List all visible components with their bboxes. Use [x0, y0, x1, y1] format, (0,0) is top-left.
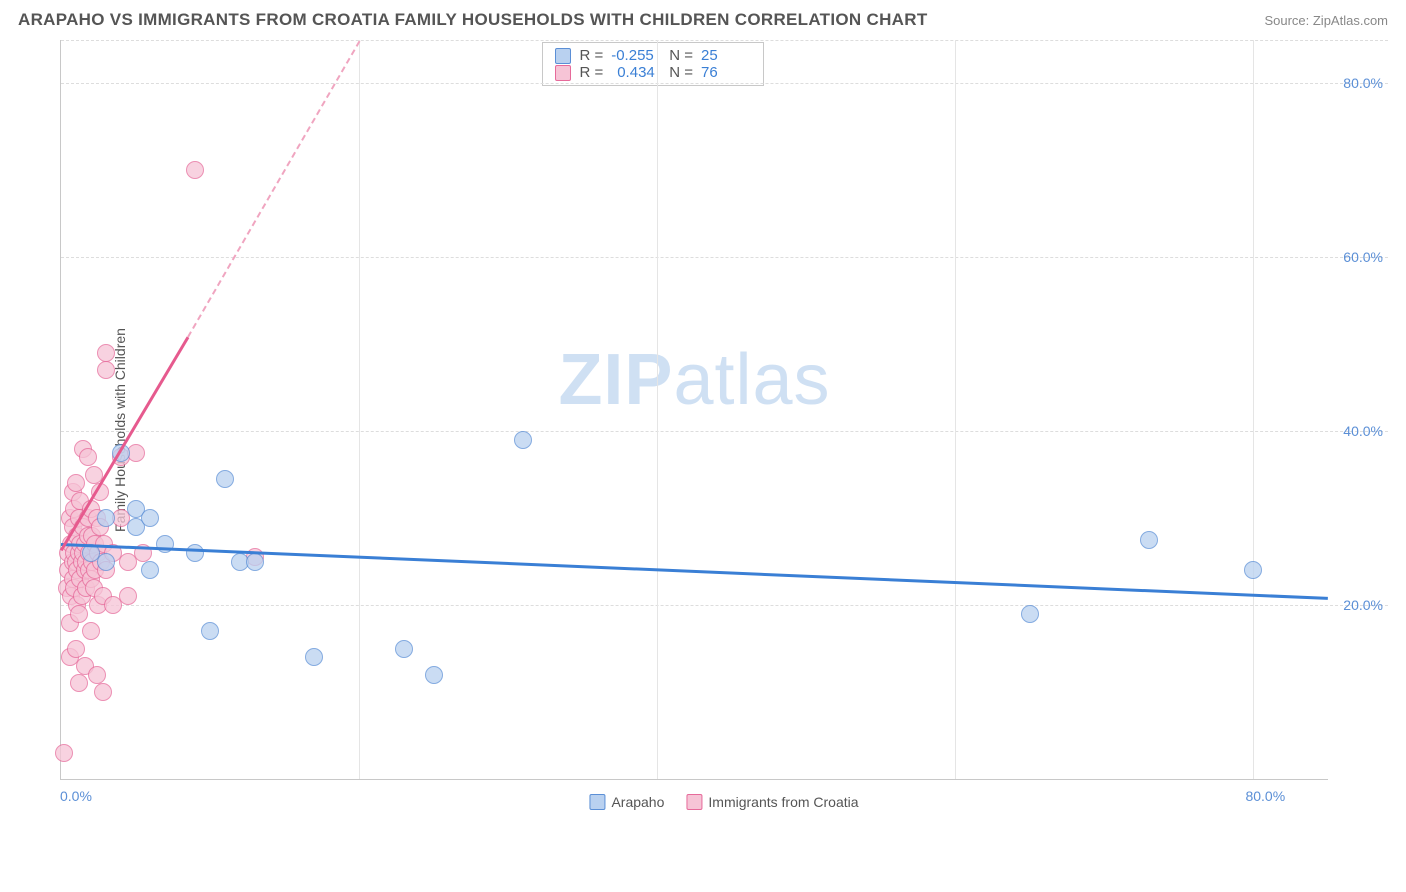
series-legend: Arapaho Immigrants from Croatia [589, 794, 858, 810]
data-point [1140, 531, 1158, 549]
swatch-pink-icon [686, 794, 702, 810]
y-tick-label: 40.0% [1343, 423, 1383, 439]
data-point [97, 509, 115, 527]
legend-blue-label: Arapaho [611, 794, 664, 810]
legend-pink-label: Immigrants from Croatia [708, 794, 858, 810]
gridline-h [61, 83, 1388, 84]
stats-legend: R = -0.255 N = 25 R = 0.434 N = 76 [542, 42, 764, 86]
gridline-h [61, 257, 1388, 258]
gridline-v [1253, 40, 1254, 779]
data-point [186, 161, 204, 179]
y-tick-label: 80.0% [1343, 75, 1383, 91]
data-point [97, 344, 115, 362]
data-point [305, 648, 323, 666]
gridline-v [657, 40, 658, 779]
data-point [141, 509, 159, 527]
x-tick-label: 80.0% [1245, 788, 1285, 804]
swatch-blue-icon [589, 794, 605, 810]
data-point [82, 622, 100, 640]
data-point [1244, 561, 1262, 579]
y-tick-label: 60.0% [1343, 249, 1383, 265]
data-point [94, 683, 112, 701]
trend-line [187, 40, 360, 337]
data-point [97, 553, 115, 571]
data-point [79, 448, 97, 466]
x-tick-label: 0.0% [60, 788, 92, 804]
swatch-pink-icon [555, 65, 571, 81]
gridline-v [955, 40, 956, 779]
gridline-h [61, 40, 1388, 41]
chart-title: ARAPAHO VS IMMIGRANTS FROM CROATIA FAMIL… [18, 10, 928, 30]
source-label: Source: ZipAtlas.com [1264, 13, 1388, 28]
gridline-v [359, 40, 360, 779]
y-tick-label: 20.0% [1343, 597, 1383, 613]
watermark: ZIPatlas [558, 339, 830, 421]
data-point [55, 744, 73, 762]
data-point [97, 361, 115, 379]
gridline-h [61, 431, 1388, 432]
data-point [216, 470, 234, 488]
swatch-blue-icon [555, 48, 571, 64]
data-point [88, 666, 106, 684]
data-point [425, 666, 443, 684]
data-point [156, 535, 174, 553]
data-point [67, 474, 85, 492]
data-point [70, 605, 88, 623]
data-point [186, 544, 204, 562]
plot-area: ZIPatlas R = -0.255 N = 25 R = 0.434 N =… [60, 40, 1328, 780]
data-point [201, 622, 219, 640]
data-point [514, 431, 532, 449]
data-point [119, 587, 137, 605]
data-point [67, 640, 85, 658]
gridline-h [61, 605, 1388, 606]
data-point [70, 674, 88, 692]
data-point [1021, 605, 1039, 623]
data-point [395, 640, 413, 658]
trend-line [61, 543, 1328, 599]
chart-area: Family Households with Children ZIPatlas… [60, 40, 1388, 820]
data-point [246, 553, 264, 571]
data-point [141, 561, 159, 579]
